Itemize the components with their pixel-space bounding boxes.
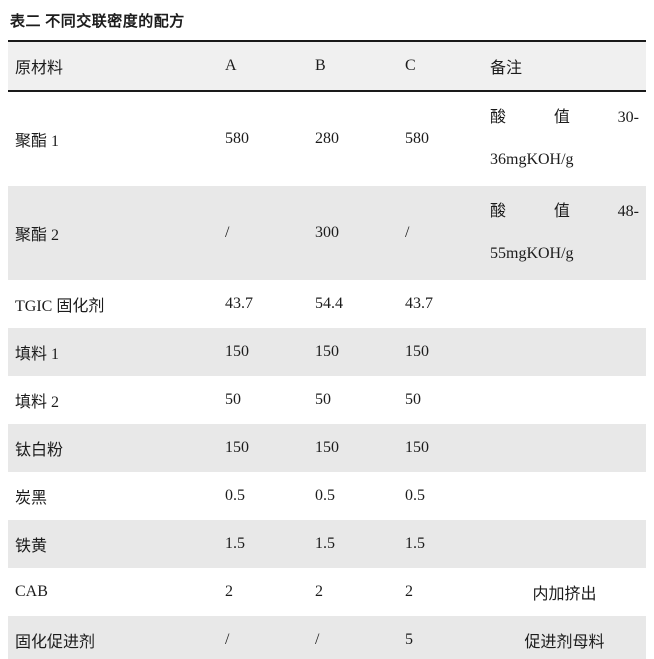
value-c-cell: 43.7 <box>405 295 433 312</box>
note-cell: 酸 值 48- 55mgKOH/g <box>483 186 646 280</box>
value-b-cell: 0.5 <box>315 487 335 504</box>
value-b-cell: 2 <box>315 583 323 600</box>
value-b-cell: 150 <box>315 343 339 360</box>
note-segment: 值 <box>553 203 570 220</box>
value-c-cell: 1.5 <box>405 535 425 552</box>
value-b-cell: 300 <box>315 224 339 241</box>
note-cell <box>483 424 646 472</box>
value-a-cell: 150 <box>225 343 249 360</box>
material-cell: 填料 1 <box>15 346 60 363</box>
note-line2: 36mgKOH/g <box>490 151 574 168</box>
value-a-cell: 43.7 <box>225 295 253 312</box>
material-cell: 填料 2 <box>15 394 60 411</box>
note-cell <box>483 472 646 520</box>
value-b-cell: 54.4 <box>315 295 343 312</box>
table-row: 钛白粉 150 150 150 <box>8 424 646 472</box>
col-header-a: A <box>218 41 308 92</box>
value-a-cell: 0.5 <box>225 487 245 504</box>
note-cell <box>483 520 646 568</box>
col-header-b: B <box>308 41 398 92</box>
note-cell <box>483 328 646 376</box>
table-row: 炭黑 0.5 0.5 0.5 <box>8 472 646 520</box>
value-a-cell: 2 <box>225 583 233 600</box>
note-cell: 酸 值 30- 36mgKOH/g <box>483 91 646 186</box>
value-a-cell: 1.5 <box>225 535 245 552</box>
value-c-cell: 5 <box>405 631 413 648</box>
value-a-cell: 580 <box>225 130 249 147</box>
material-cell: 聚酯 1 <box>15 133 60 150</box>
table-title: 表二 不同交联密度的配方 <box>10 14 185 30</box>
col-header-note: 备注 <box>483 41 646 92</box>
table-body: 聚酯 1 580 280 580 酸值 30- 36mgKOH/g 聚酯 2/300/酸值 48… <box>8 91 646 659</box>
table-row: 铁黄 1.5 1.5 1.5 <box>8 520 646 568</box>
formulation-table: 原材料 A B C 备注 聚酯 1 580 280 580 酸值 30- 36mgKOH/g… <box>8 40 646 659</box>
table-row: 聚酯 2 / 300 / 酸 值 48- 55mgKOH/g <box>8 186 646 280</box>
table-row: 填料 2 50 50 50 <box>8 376 646 424</box>
note-line1: 酸 值 30- <box>490 104 639 132</box>
material-cell: 铁黄 <box>15 538 48 555</box>
note-segment: 酸 <box>490 109 507 126</box>
table-row: 聚酯 1 580 280 580 酸 值 30- 36mgKOH/g <box>8 91 646 186</box>
value-a-cell: 50 <box>225 391 241 408</box>
value-c-cell: 0.5 <box>405 487 425 504</box>
material-cell: 炭黑 <box>15 490 48 507</box>
header-row: 原材料 A B C 备注 <box>8 41 646 92</box>
note-cell: 内加挤出 <box>532 586 597 603</box>
col-header-c: C <box>398 41 483 92</box>
value-a-cell: / <box>225 224 230 241</box>
value-b-cell: 150 <box>315 439 339 456</box>
note-cell <box>483 376 646 424</box>
value-a-cell: 150 <box>225 439 249 456</box>
material-cell: CAB <box>15 583 48 600</box>
note-line1: 酸 值 48- <box>490 198 639 226</box>
material-cell: 钛白粉 <box>15 442 64 459</box>
note-cell: 促进剂母料 <box>524 634 605 651</box>
value-a-cell: / <box>225 631 230 648</box>
value-b-cell: 50 <box>315 391 331 408</box>
value-c-cell: 150 <box>405 439 429 456</box>
col-header-material: 原材料 <box>8 41 218 92</box>
note-segment: 值 <box>553 109 570 126</box>
note-line2: 55mgKOH/g <box>490 245 574 262</box>
note-segment: 30- <box>617 109 639 126</box>
note-cell <box>483 280 646 328</box>
material-cell: TGIC 固化剂 <box>15 298 105 315</box>
value-c-cell: 580 <box>405 130 429 147</box>
value-c-cell: / <box>405 224 410 241</box>
value-c-cell: 150 <box>405 343 429 360</box>
table-row: 固化促进剂 / / 5 促进剂母料 <box>8 616 646 659</box>
value-b-cell: / <box>315 631 320 648</box>
note-segment: 酸 <box>490 203 507 220</box>
value-b-cell: 280 <box>315 130 339 147</box>
table-row: CAB 2 2 2 内加挤出 <box>8 568 646 616</box>
value-c-cell: 50 <box>405 391 421 408</box>
note-segment: 48- <box>617 203 639 220</box>
value-c-cell: 2 <box>405 583 413 600</box>
table-row: 填料 1 150 150 150 <box>8 328 646 376</box>
table-row: TGIC 固化剂 43.7 54.4 43.7 <box>8 280 646 328</box>
material-cell: 聚酯 2 <box>15 227 60 244</box>
value-b-cell: 1.5 <box>315 535 335 552</box>
material-cell: 固化促进剂 <box>15 634 96 651</box>
